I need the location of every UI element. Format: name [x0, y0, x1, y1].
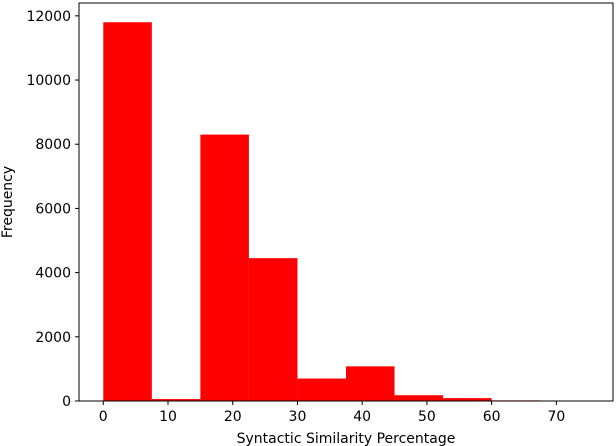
- y-tick-label: 2000: [35, 330, 71, 346]
- x-axis-ticks: 0 10 20 30 40 50 60 70: [99, 401, 565, 425]
- histogram-bar-1: [151, 399, 201, 401]
- x-tick-label: 10: [159, 409, 177, 425]
- y-tick-label: 4000: [35, 266, 71, 282]
- y-tick-label: 8000: [35, 137, 71, 153]
- x-tick-label: 20: [224, 409, 242, 425]
- histogram-bar-2: [200, 134, 249, 401]
- y-tick-label: 0: [62, 394, 71, 410]
- histogram-bar-7: [443, 398, 492, 401]
- histogram-bar-3: [248, 258, 298, 401]
- bars-group: [103, 22, 589, 402]
- y-axis-label: Frequency: [0, 166, 16, 238]
- x-tick-label: 0: [99, 409, 108, 425]
- x-tick-label: 40: [353, 409, 371, 425]
- y-tick-label: 10000: [26, 73, 71, 89]
- histogram-bar-5: [346, 366, 395, 401]
- x-tick-label: 70: [547, 409, 565, 425]
- histogram-bar-0: [103, 22, 152, 402]
- x-axis-label: Syntactic Similarity Percentage: [237, 431, 456, 446]
- x-tick-label: 50: [418, 409, 436, 425]
- histogram-bar-6: [394, 395, 444, 401]
- x-tick-label: 30: [289, 409, 307, 425]
- x-tick-label: 60: [483, 409, 501, 425]
- histogram-bar-4: [297, 378, 346, 401]
- y-axis-ticks: 0 2000 4000 6000 8000 10000 12000: [26, 9, 79, 410]
- y-tick-label: 6000: [35, 201, 71, 217]
- y-tick-label: 12000: [26, 9, 71, 25]
- axes-frame: [78, 2, 614, 402]
